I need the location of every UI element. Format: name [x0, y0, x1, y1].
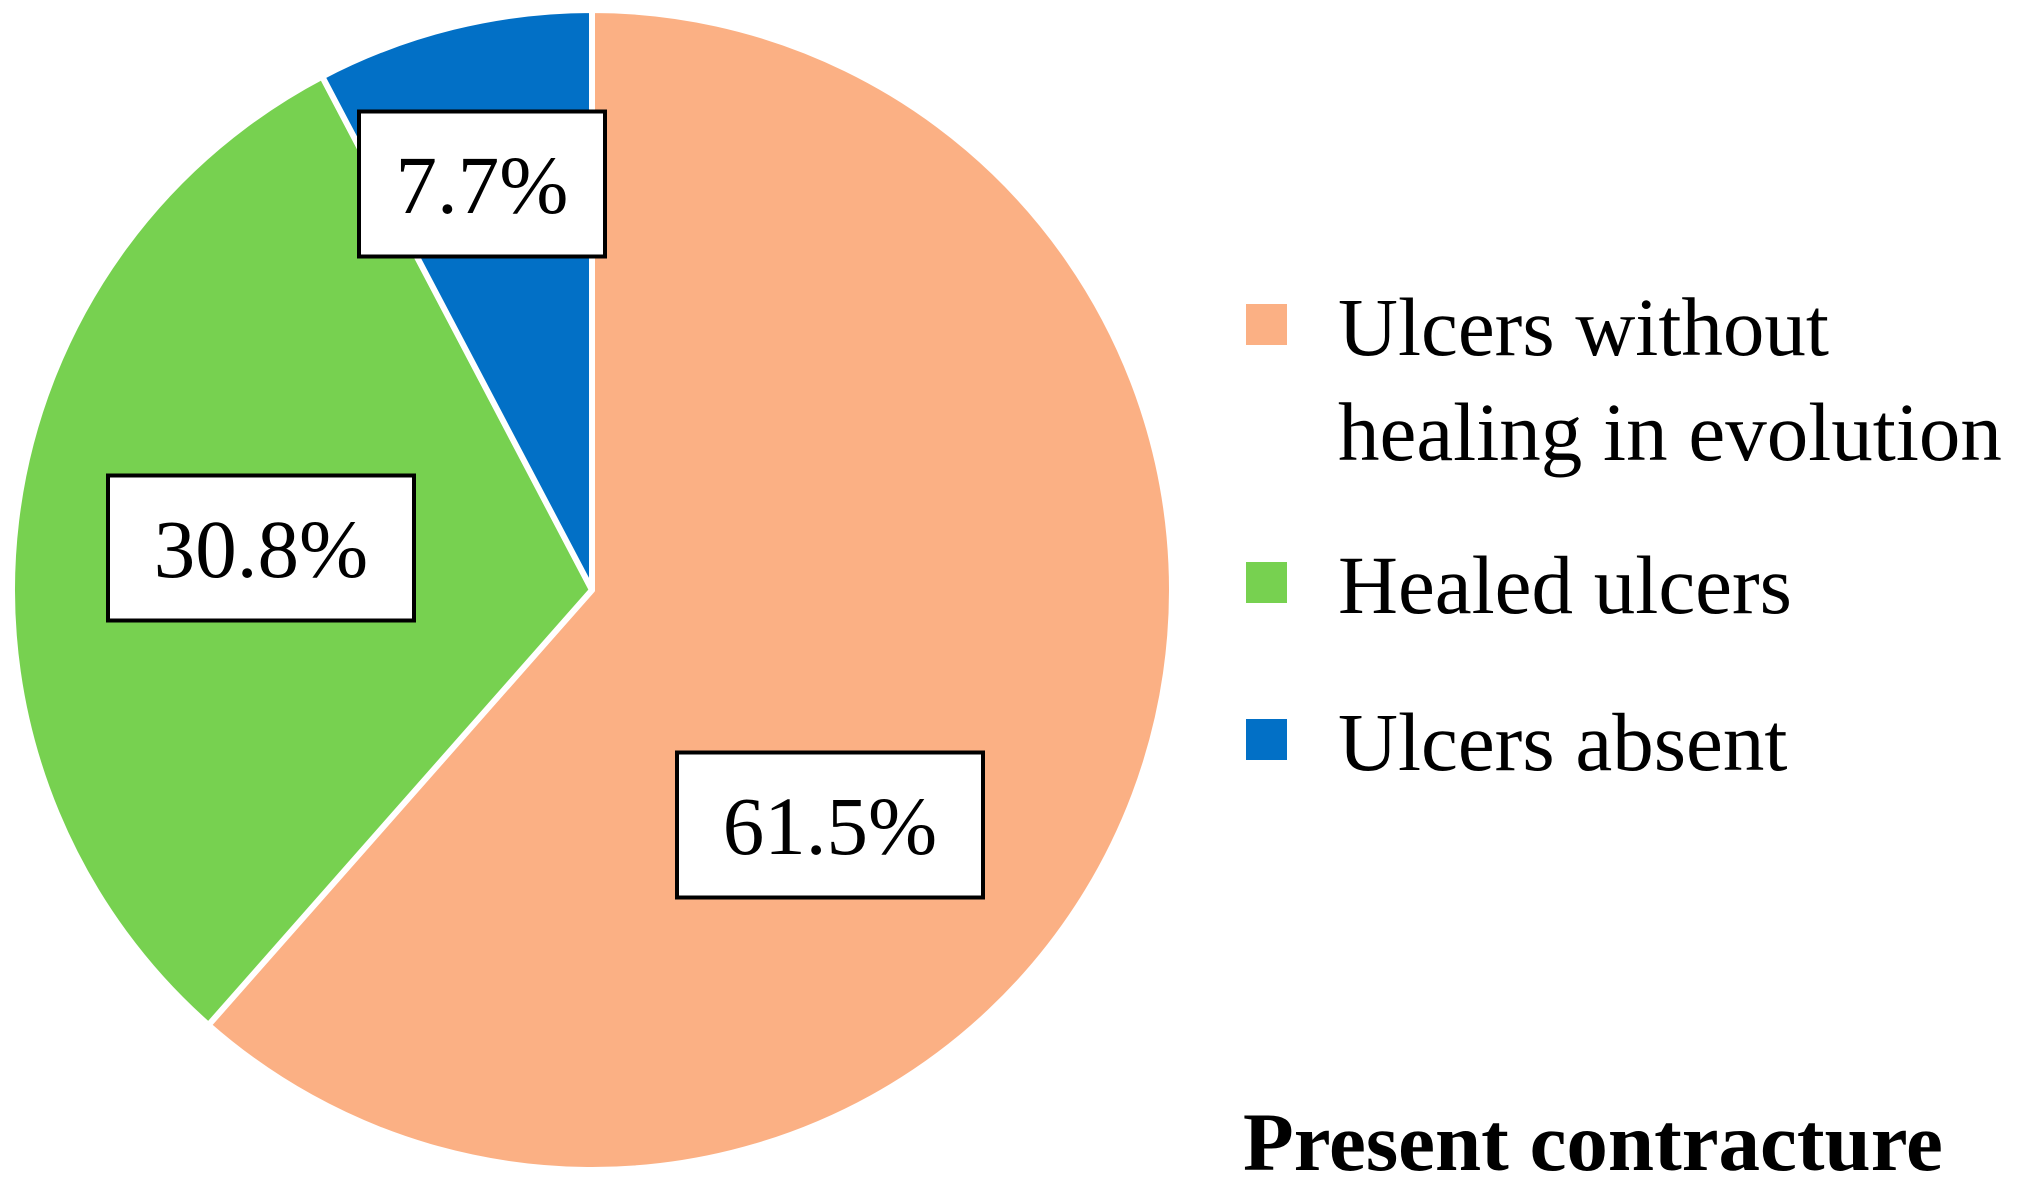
legend-swatch: [1246, 562, 1287, 603]
legend: Ulcers without healing in evolution Healed…: [1246, 281, 2002, 788]
data-label-3: 7.7%: [357, 109, 607, 259]
legend-label: Ulcers without: [1338, 281, 1829, 373]
data-label-box: [357, 109, 607, 259]
legend-entry-2: Healed ulcers: [1246, 539, 1792, 631]
data-label-text: 61.5%: [723, 780, 937, 872]
data-label-box: [675, 750, 985, 900]
legend-label: Healed ulcers: [1338, 539, 1792, 631]
data-label-2: 30.8%: [106, 473, 416, 623]
data-labels: 61.5% 30.8% 7.7%: [106, 109, 985, 900]
chart-title: Present contracture: [1243, 1096, 1943, 1180]
legend-swatch: [1246, 304, 1287, 345]
legend-label: Ulcers absent: [1338, 696, 1787, 788]
legend-label: healing in evolution: [1338, 386, 2002, 478]
legend-entry-3: Ulcers absent: [1246, 696, 1787, 788]
legend-entry-1: Ulcers without healing in evolution: [1246, 281, 2002, 478]
data-label-1: 61.5%: [675, 750, 985, 900]
data-label-box: [106, 473, 416, 623]
legend-swatch: [1246, 719, 1287, 760]
data-label-text: 7.7%: [396, 139, 569, 231]
data-label-text: 30.8%: [154, 503, 368, 595]
